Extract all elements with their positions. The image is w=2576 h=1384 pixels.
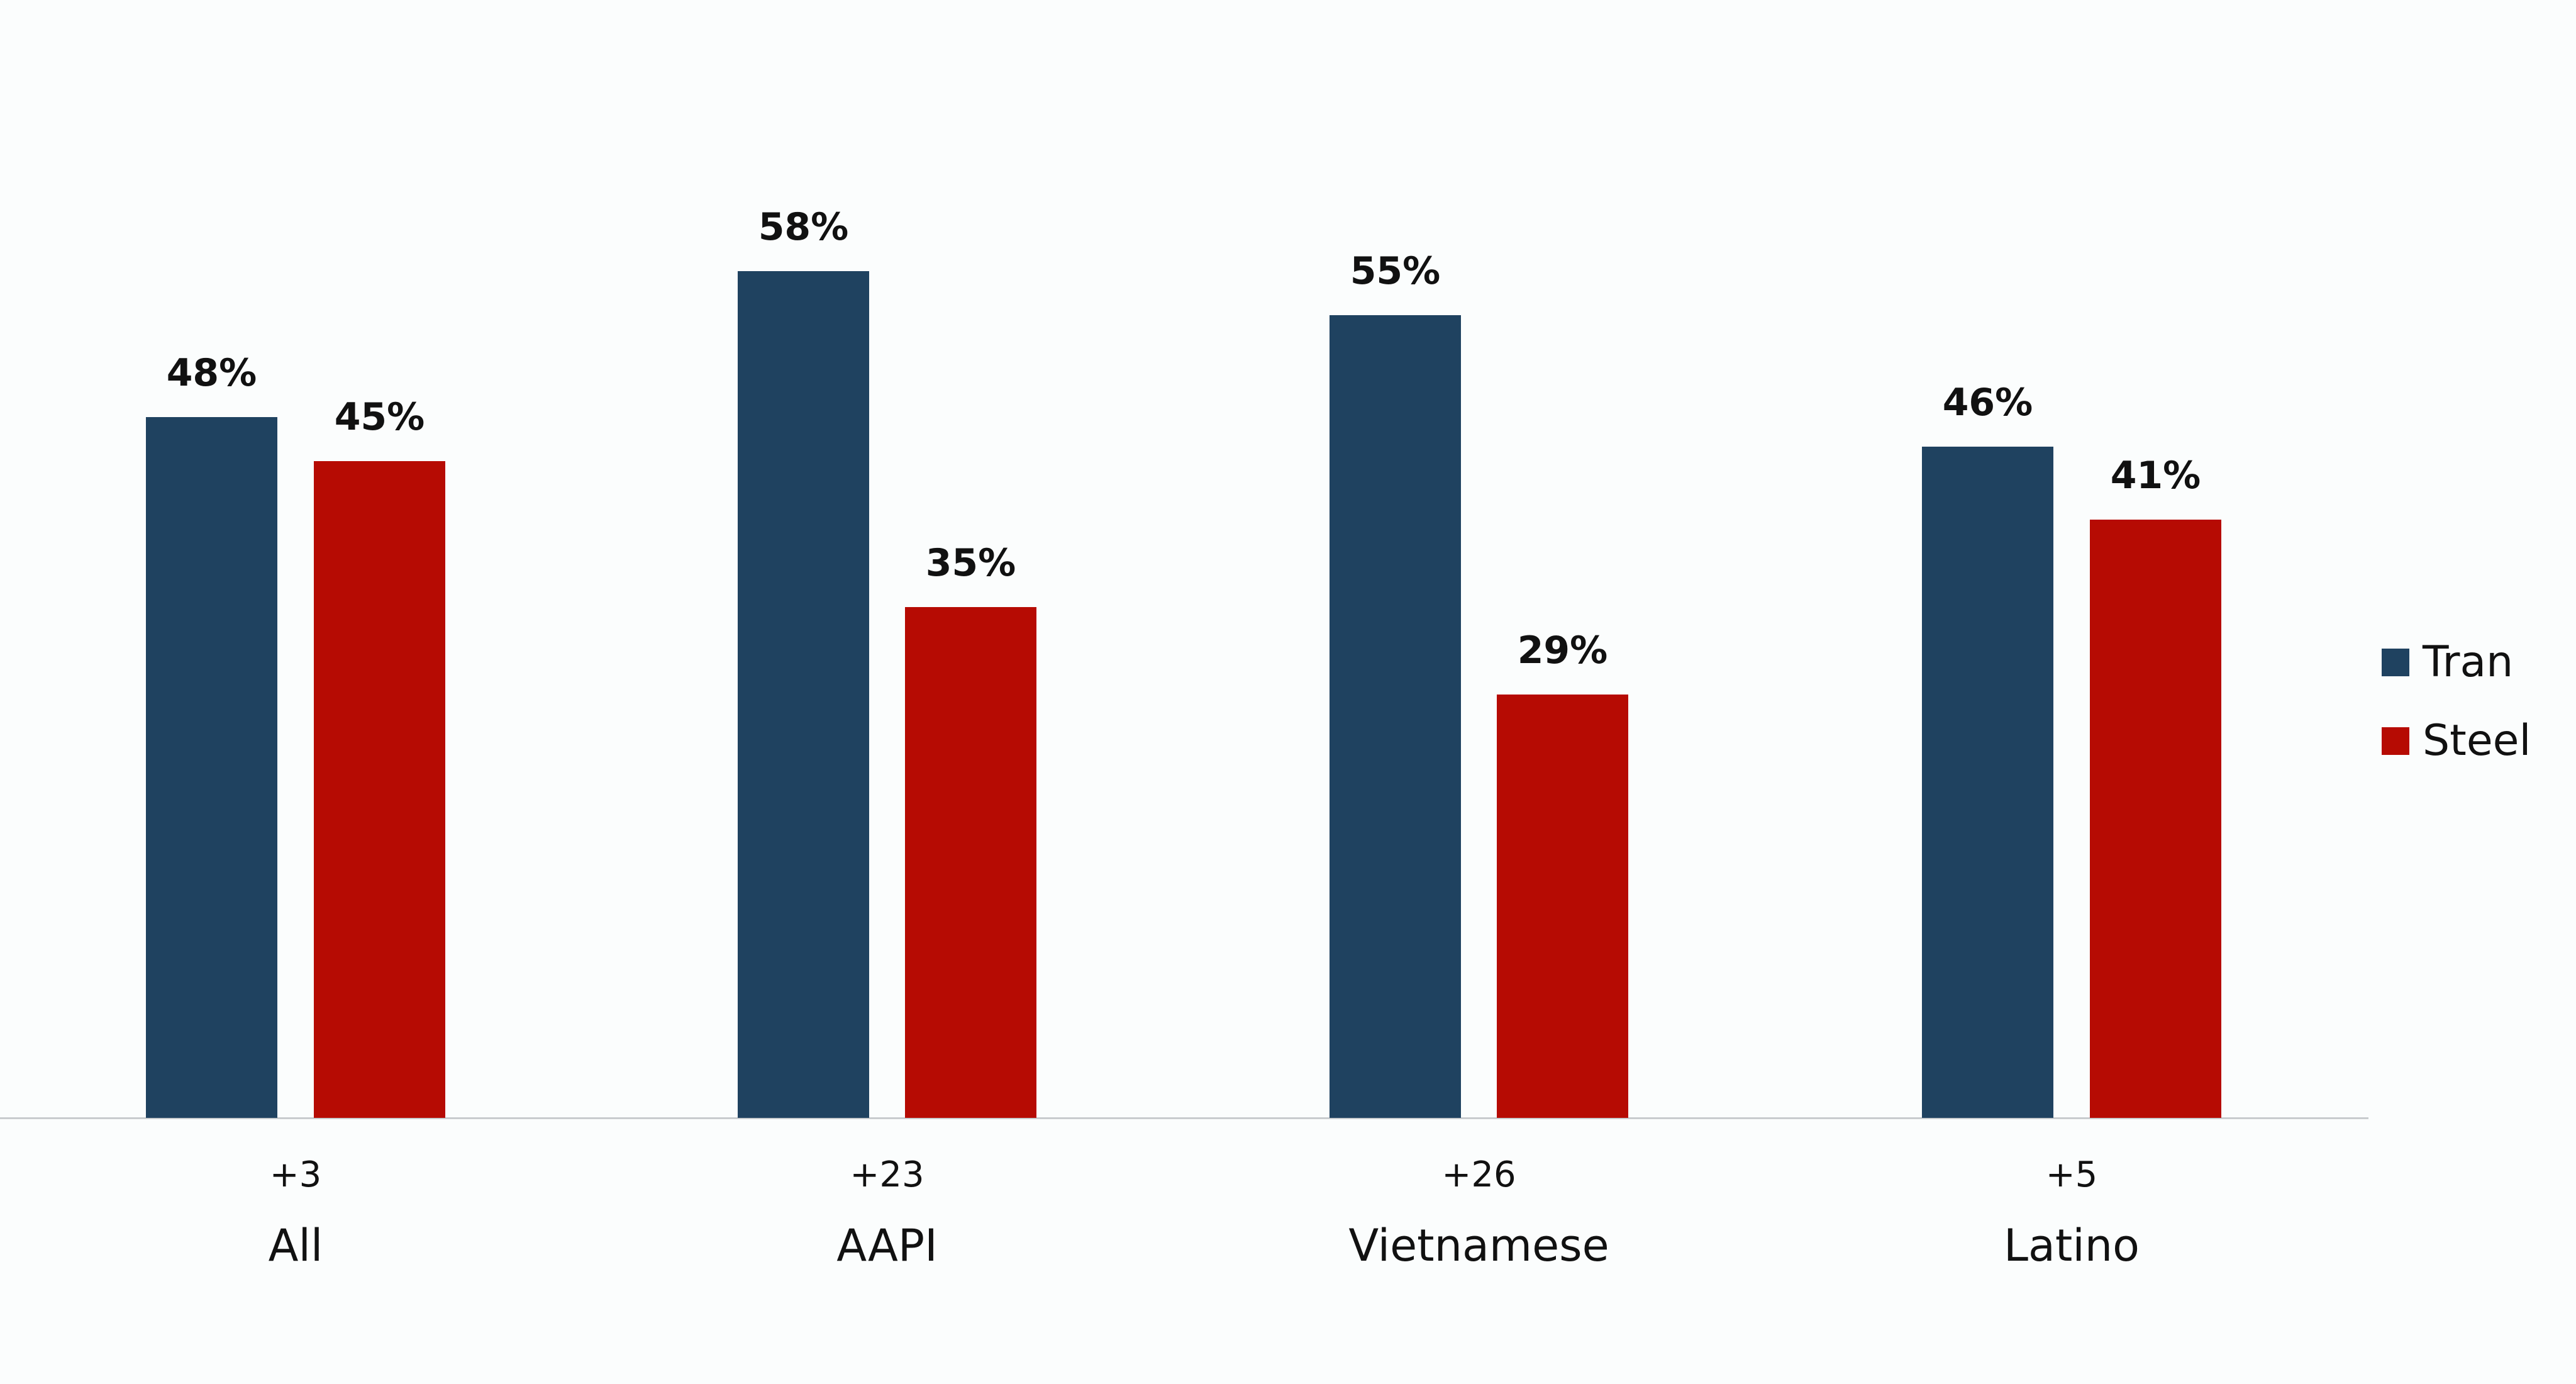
legend-item-steel: Steel: [2382, 701, 2531, 780]
bar-tran-vietnamese: [1330, 315, 1461, 1118]
legend-swatch-square-icon: [2382, 648, 2409, 676]
category-label-all: All: [268, 1220, 323, 1271]
value-label-tran-aapi: 58%: [758, 205, 849, 250]
legend-swatch-square-icon: [2382, 727, 2409, 755]
legend: Tran Steel: [2382, 623, 2531, 780]
margin-label-all: +3: [269, 1154, 322, 1195]
value-label-tran-all: 48%: [166, 351, 257, 396]
x-axis-baseline: [0, 1117, 2368, 1119]
value-label-steel-all: 45%: [334, 395, 425, 439]
bar-steel-vietnamese: [1497, 695, 1628, 1118]
legend-label-tran: Tran: [2423, 637, 2514, 687]
margin-label-vietnamese: +26: [1441, 1154, 1516, 1195]
value-label-steel-latino: 41%: [2110, 453, 2201, 498]
value-label-steel-aapi: 35%: [925, 541, 1016, 585]
value-label-tran-latino: 46%: [1942, 380, 2033, 425]
category-label-latino: Latino: [2004, 1220, 2140, 1271]
margin-label-aapi: +23: [850, 1154, 924, 1195]
category-label-vietnamese: Vietnamese: [1348, 1220, 1609, 1271]
value-label-tran-vietnamese: 55%: [1350, 249, 1441, 293]
bar-steel-latino: [2090, 519, 2221, 1118]
category-label-aapi: AAPI: [836, 1220, 938, 1271]
value-label-steel-vietnamese: 29%: [1517, 628, 1608, 673]
bar-tran-all: [146, 417, 277, 1118]
legend-item-tran: Tran: [2382, 623, 2531, 701]
bar-steel-all: [314, 461, 445, 1118]
margin-label-latino: +5: [2045, 1154, 2098, 1195]
bar-tran-aapi: [738, 271, 869, 1118]
bar-tran-latino: [1922, 446, 2053, 1118]
legend-label-steel: Steel: [2423, 715, 2531, 766]
bar-steel-aapi: [905, 607, 1036, 1118]
